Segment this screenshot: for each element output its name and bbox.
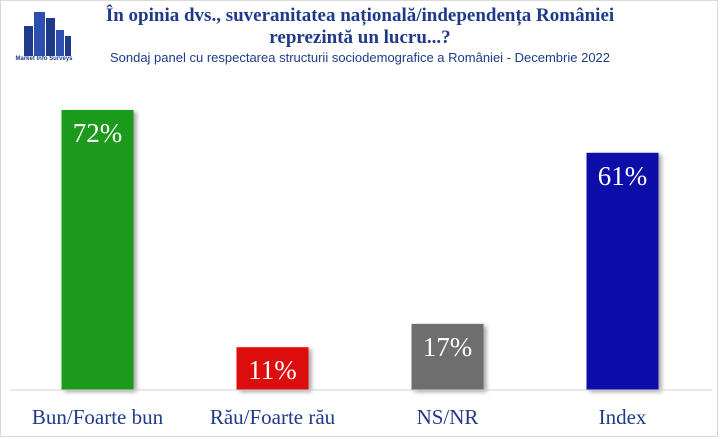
bar-value-label-1: 11% xyxy=(248,355,297,385)
bar-3 xyxy=(586,152,659,390)
category-label-1: Rău/Foarte rău xyxy=(210,405,336,429)
category-label-0: Bun/Foarte bun xyxy=(32,405,164,429)
bar-value-label-2: 17% xyxy=(423,332,473,362)
logo-text: Market Info Surveys xyxy=(15,56,73,62)
bar-value-label-3: 61% xyxy=(598,161,648,191)
category-label-2: NS/NR xyxy=(417,405,479,429)
bar-1 xyxy=(236,347,309,390)
bar-value-label-0: 72% xyxy=(73,118,123,148)
category-label-3: Index xyxy=(599,405,647,429)
chart-title-line2: reprezintă un lucru...? xyxy=(269,27,451,48)
bar-0 xyxy=(61,110,134,390)
chart-subtitle: Sondaj panel cu respectarea structurii s… xyxy=(109,50,611,65)
company-logo xyxy=(24,12,71,56)
bar-2 xyxy=(411,323,484,390)
chart-title-line1: În opinia dvs., suveranitatea națională/… xyxy=(105,5,615,26)
